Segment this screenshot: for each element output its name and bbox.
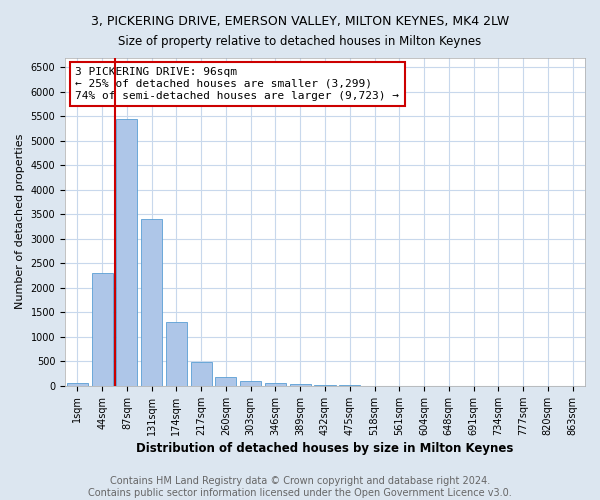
Bar bbox=[141, 219, 162, 386]
Bar bbox=[92, 273, 113, 386]
Bar bbox=[67, 383, 88, 386]
Bar bbox=[240, 381, 261, 386]
Text: Size of property relative to detached houses in Milton Keynes: Size of property relative to detached ho… bbox=[118, 35, 482, 48]
Bar bbox=[191, 362, 212, 386]
Y-axis label: Number of detached properties: Number of detached properties bbox=[15, 134, 25, 310]
X-axis label: Distribution of detached houses by size in Milton Keynes: Distribution of detached houses by size … bbox=[136, 442, 514, 455]
Text: Contains HM Land Registry data © Crown copyright and database right 2024.
Contai: Contains HM Land Registry data © Crown c… bbox=[88, 476, 512, 498]
Bar bbox=[166, 322, 187, 386]
Bar bbox=[265, 383, 286, 386]
Bar bbox=[116, 119, 137, 386]
Text: 3 PICKERING DRIVE: 96sqm
← 25% of detached houses are smaller (3,299)
74% of sem: 3 PICKERING DRIVE: 96sqm ← 25% of detach… bbox=[76, 68, 400, 100]
Bar bbox=[314, 385, 335, 386]
Bar bbox=[215, 378, 236, 386]
Text: 3, PICKERING DRIVE, EMERSON VALLEY, MILTON KEYNES, MK4 2LW: 3, PICKERING DRIVE, EMERSON VALLEY, MILT… bbox=[91, 15, 509, 28]
Bar bbox=[290, 384, 311, 386]
